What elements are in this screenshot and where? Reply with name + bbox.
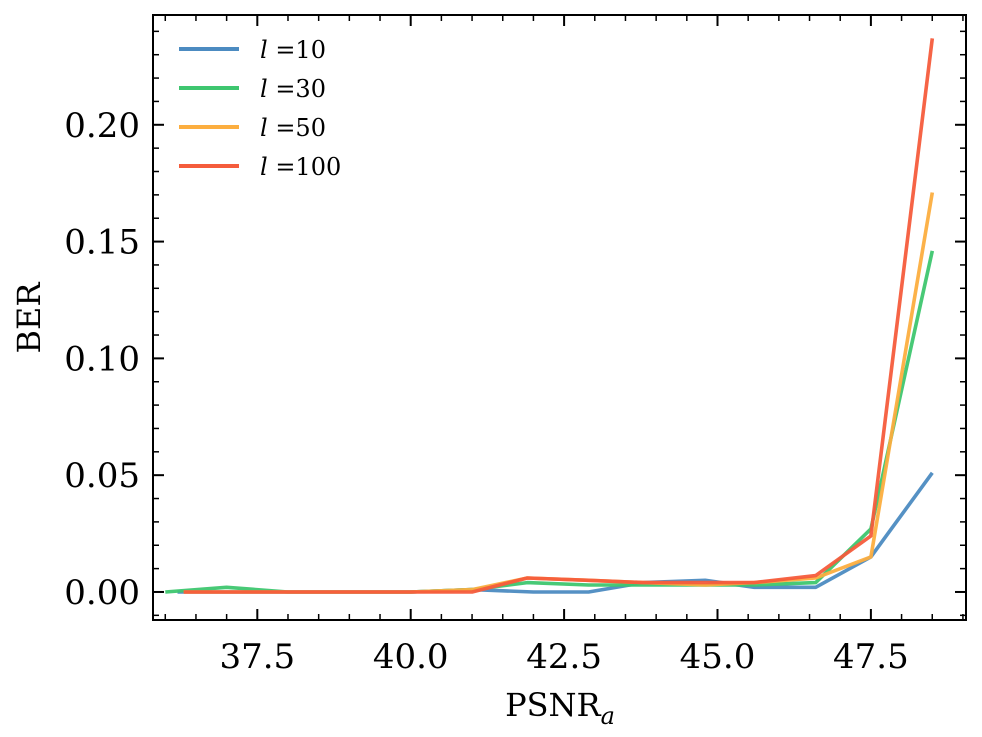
- legend-label-2: l =30: [260, 75, 326, 103]
- x-tick-label: 42.5: [526, 637, 602, 677]
- y-tick-label: 0.05: [64, 456, 140, 496]
- x-axis-label: PSNRa: [505, 686, 615, 730]
- legend-label-4: l =100: [260, 153, 341, 181]
- series-line-4: [183, 38, 935, 594]
- x-axis-label-subscript: a: [601, 702, 615, 730]
- y-axis-label: BER: [10, 282, 48, 354]
- legend: l =10 l =30 l =50 l =100: [179, 36, 341, 181]
- legend-label-3: l =50: [260, 114, 326, 142]
- y-tick-label: 0.15: [64, 223, 140, 263]
- x-tick-label: 45.0: [680, 637, 756, 677]
- y-tick-labels: 0.00 0.05 0.10 0.15 0.20: [64, 106, 140, 613]
- plot-area: [153, 15, 966, 620]
- y-tick-label: 0.20: [64, 106, 140, 146]
- series-layer: [165, 38, 935, 594]
- plot-frame: [152, 14, 967, 621]
- x-tick-label: 40.0: [373, 637, 449, 677]
- x-tick-labels: 37.5 40.0 42.5 45.0 47.5: [219, 637, 908, 677]
- x-tick-label: 37.5: [219, 637, 295, 677]
- x-tick-label: 47.5: [833, 637, 909, 677]
- legend-label-1: l =10: [260, 36, 326, 64]
- y-tick-label: 0.00: [64, 573, 140, 613]
- y-tick-label: 0.10: [64, 339, 140, 379]
